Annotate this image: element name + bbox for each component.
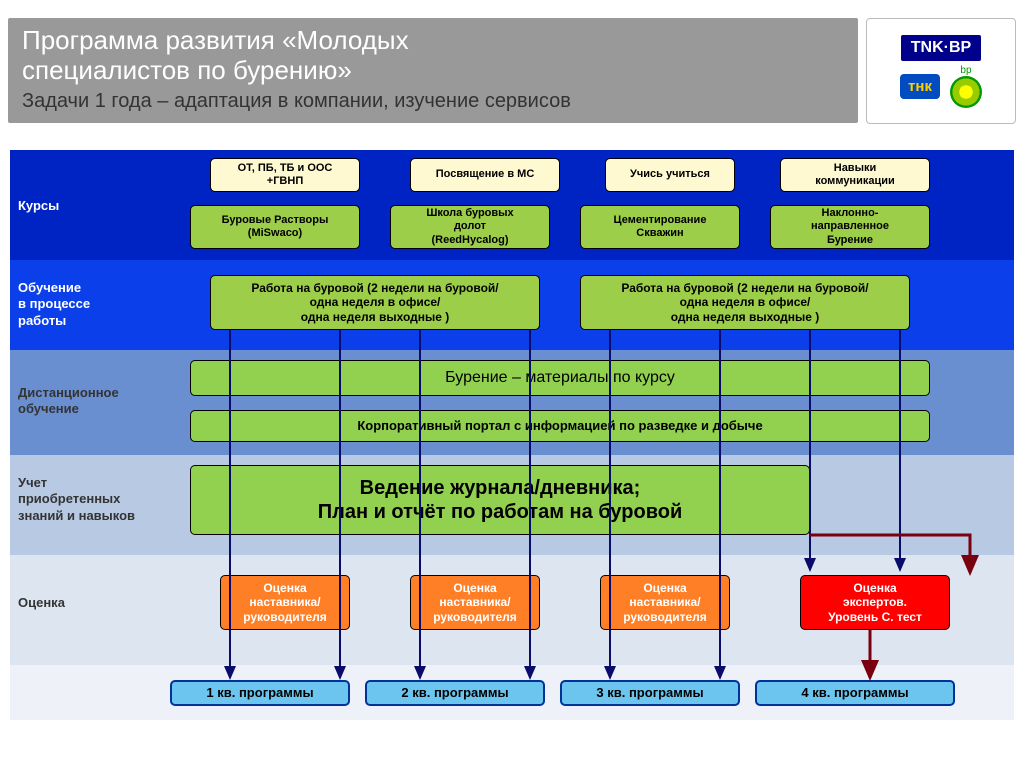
logo-thk: тнк: [900, 74, 940, 99]
expert-eval-box: Оценка экспертов. Уровень С. тест: [800, 575, 950, 630]
title-block: Программа развития «Молодых специалистов…: [8, 18, 858, 123]
distance-box: Бурение – материалы по курсу: [190, 360, 930, 396]
subtitle: Задачи 1 года – адаптация в компании, из…: [22, 90, 844, 113]
course-box: Посвящение в МС: [410, 158, 560, 192]
swimlane-diagram: Курсы Обучение в процессе работы Дистанц…: [10, 150, 1014, 750]
label-distance: Дистанционное обучение: [18, 385, 158, 418]
mentor-eval-box: Оценка наставника/ руководителя: [600, 575, 730, 630]
mentor-eval-box: Оценка наставника/ руководителя: [410, 575, 540, 630]
course-box: Буровые Растворы (MiSwaco): [190, 205, 360, 249]
course-box: Навыки коммуникации: [780, 158, 930, 192]
logo-block: TNK·BP тнк bp: [866, 18, 1016, 124]
logo-main: TNK·BP: [901, 35, 981, 61]
header: Программа развития «Молодых специалистов…: [0, 0, 1024, 124]
label-courses: Курсы: [18, 198, 158, 214]
quarter-box: 3 кв. программы: [560, 680, 740, 706]
title-line2: специалистов по бурению»: [22, 56, 844, 86]
course-box: ОТ, ПБ, ТБ и ООС +ГВНП: [210, 158, 360, 192]
course-box: Цементирование Скважин: [580, 205, 740, 249]
course-box: Школа буровых долот (ReedHycalog): [390, 205, 550, 249]
title-line1: Программа развития «Молодых: [22, 26, 844, 56]
quarter-box: 2 кв. программы: [365, 680, 545, 706]
label-training: Обучение в процессе работы: [18, 280, 158, 329]
label-knowledge: Учет приобретенных знаний и навыков: [18, 475, 158, 524]
quarter-box: 1 кв. программы: [170, 680, 350, 706]
ojt-box: Работа на буровой (2 недели на буровой/ …: [580, 275, 910, 330]
course-box: Учись учиться: [605, 158, 735, 192]
journal-box: Ведение журнала/дневника; План и отчёт п…: [190, 465, 810, 535]
distance-box: Корпоративный портал с информацией по ра…: [190, 410, 930, 442]
mentor-eval-box: Оценка наставника/ руководителя: [220, 575, 350, 630]
course-box: Наклонно- направленное Бурение: [770, 205, 930, 249]
bp-sun-icon: [950, 76, 982, 108]
label-evaluation: Оценка: [18, 595, 158, 611]
ojt-box: Работа на буровой (2 недели на буровой/ …: [210, 275, 540, 330]
quarter-box: 4 кв. программы: [755, 680, 955, 706]
logo-bp: bp: [950, 65, 982, 108]
